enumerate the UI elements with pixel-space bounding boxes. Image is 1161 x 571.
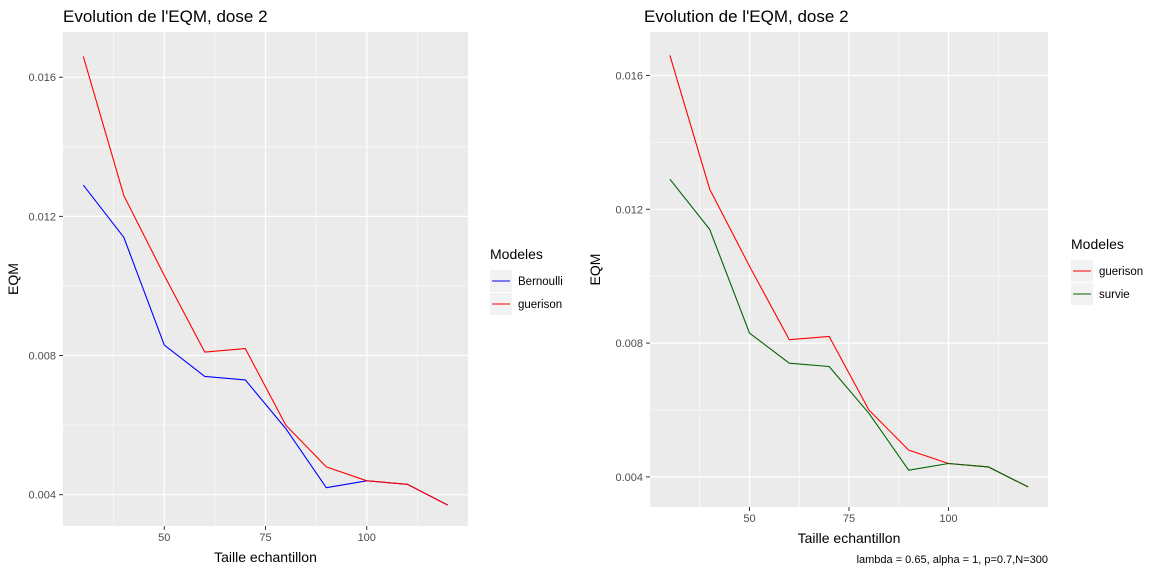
x-tick-label: 50 — [158, 532, 170, 544]
x-tick-label: 100 — [358, 532, 376, 544]
chart-title: Evolution de l'EQM, dose 2 — [644, 7, 849, 26]
chart-left: 50 75 100 0.004 0.008 0.012 0.016 Evolution de … — [5, 7, 563, 565]
y-tick-label: 0.016 — [615, 70, 643, 82]
y-tick-label: 0.012 — [615, 204, 643, 216]
chart-caption: lambda = 0.65, alpha = 1, p=0.7,N=300 — [857, 554, 1048, 566]
y-tick-label: 0.012 — [28, 211, 56, 223]
x-tick-label: 100 — [939, 513, 957, 525]
legend-label: guerison — [1099, 266, 1143, 278]
series-line-survie — [669, 178, 1029, 488]
y-tick-label: 0.008 — [615, 338, 643, 350]
x-tick-label: 75 — [259, 532, 271, 544]
legend-title: Modeles — [1071, 236, 1124, 252]
x-axis-title: Taille echantillon — [798, 530, 901, 546]
series-line-guerison — [82, 56, 449, 506]
y-tick-label: 0.008 — [28, 351, 56, 363]
y-axis-title: EQM — [5, 263, 21, 295]
legend-label: guerison — [518, 299, 562, 311]
y-tick-label: 0.004 — [28, 490, 56, 502]
y-tick-label: 0.016 — [28, 72, 56, 84]
chart-right: 50 75 100 0.004 0.008 0.012 0.016 Evolution de … — [587, 7, 1143, 566]
legend-label: survie — [1099, 289, 1130, 301]
legend-label: Bernoulli — [518, 276, 563, 288]
chart-title: Evolution de l'EQM, dose 2 — [63, 7, 268, 26]
x-tick-label: 75 — [843, 513, 855, 525]
y-axis-title: EQM — [587, 254, 603, 286]
legend-title: Modeles — [490, 246, 543, 262]
y-tick-label: 0.004 — [615, 472, 643, 484]
x-axis-title: Taille echantillon — [214, 549, 317, 565]
x-tick-label: 50 — [743, 513, 755, 525]
